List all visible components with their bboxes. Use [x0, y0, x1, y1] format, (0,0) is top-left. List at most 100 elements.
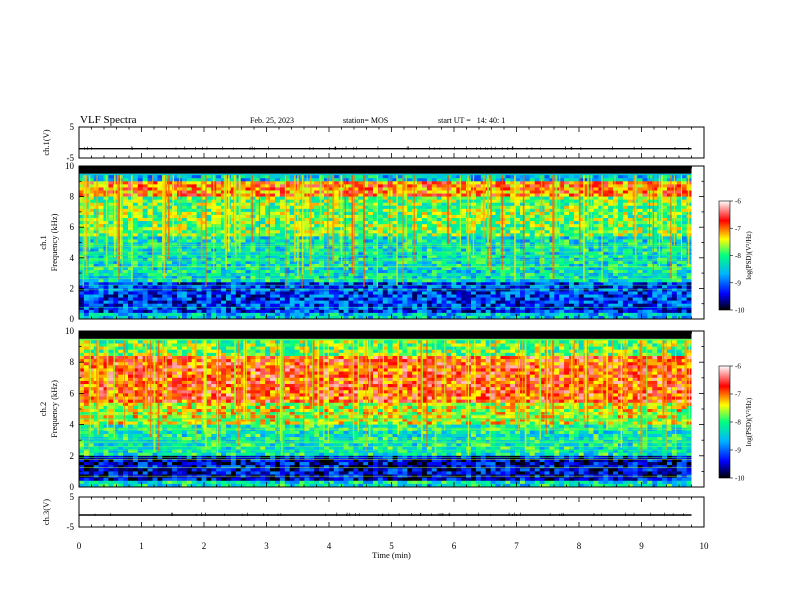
spectrogram-cell	[240, 214, 246, 219]
spectrogram-cell	[573, 282, 580, 286]
spectrogram-cell	[348, 208, 354, 213]
spectrogram-cell	[196, 224, 202, 228]
spectrogram-cells	[79, 175, 692, 320]
spectrogram-cell	[524, 254, 531, 259]
spectrogram-cell	[441, 181, 447, 185]
spectrogram-cell	[328, 300, 335, 304]
spectrogram-cell	[554, 251, 560, 256]
spectrogram-cell	[324, 315, 330, 320]
spectrogram-cell	[559, 224, 565, 228]
spectrogram-cell	[441, 221, 447, 225]
spectrogram-cell	[88, 178, 94, 182]
spectrogram-cell	[382, 254, 388, 259]
spectrogram-cell	[549, 221, 555, 225]
spectrogram-cell	[490, 312, 496, 317]
spectrogram-cell	[152, 190, 158, 194]
spectrogram-cell	[132, 300, 139, 304]
spectrogram-cell	[113, 291, 119, 295]
spectrogram-cell	[181, 285, 188, 289]
spectrogram-cell	[240, 181, 246, 185]
spectrogram-cell	[83, 306, 90, 311]
spectrogram-cell	[485, 276, 491, 280]
spectrogram-cell	[328, 184, 335, 188]
spectrogram-cell	[240, 196, 246, 200]
spectrogram-cell	[573, 263, 580, 268]
spectrogram-cell	[353, 211, 359, 216]
spectrogram-cell	[319, 193, 325, 197]
spectrogram-cell	[573, 297, 580, 301]
spectrogram-cell	[534, 175, 540, 179]
spectrogram-cell	[98, 306, 104, 311]
spectrogram-cell	[446, 276, 452, 280]
spectrogram-cell	[79, 214, 85, 219]
spectrogram-cell	[250, 257, 256, 262]
spectrogram-cell	[201, 233, 207, 237]
spectrogram-cell	[147, 227, 153, 231]
spectrogram-cell	[123, 211, 129, 216]
spectrogram-cell	[132, 276, 139, 280]
spectrogram-cell	[250, 196, 256, 200]
spectrogram-cell	[245, 224, 251, 228]
spectrogram-cell	[147, 266, 153, 271]
spectrogram-cell	[245, 297, 251, 301]
spectrogram-cell	[328, 178, 335, 182]
spectrogram-cell	[431, 199, 437, 204]
spectrogram-cell	[480, 285, 486, 289]
spectrogram-cell	[368, 248, 374, 252]
spectrogram-cell	[446, 279, 452, 283]
spectrogram-cell	[475, 245, 482, 249]
spectrogram-cell	[559, 276, 565, 280]
spectrogram-cell	[471, 303, 477, 308]
spectrogram-cell	[510, 294, 516, 298]
spectrogram-cell	[108, 263, 114, 268]
spectrogram-cell	[324, 279, 330, 283]
spectrogram-cell	[83, 300, 90, 304]
spectrogram-cell	[387, 199, 393, 204]
spectrogram-cell	[456, 263, 462, 268]
spectrogram-cell	[309, 202, 315, 207]
spectrogram-cell	[304, 282, 310, 286]
spectrogram-cell	[417, 193, 423, 197]
spectrogram-cell	[240, 257, 246, 262]
spectrogram-cell	[142, 193, 148, 197]
spectrogram-cell	[93, 282, 99, 286]
spectrogram-cell	[426, 248, 433, 252]
spectrogram-cell	[333, 190, 339, 194]
spectrogram-cell	[338, 279, 344, 283]
spectrogram-cell	[446, 214, 452, 219]
spectrogram-cell	[304, 276, 310, 280]
spectrogram-cell	[142, 178, 148, 182]
spectrogram-cell	[216, 276, 222, 280]
spectrogram-cell	[451, 218, 457, 222]
spectrogram-cell	[368, 221, 374, 225]
spectrogram-cell	[397, 227, 403, 231]
spectrogram-cell	[152, 199, 158, 204]
spectrogram-cell	[93, 270, 99, 274]
spectrogram-cell	[544, 266, 550, 271]
spectrogram-cell	[554, 312, 560, 317]
spectrogram-cell	[147, 205, 153, 210]
spectrogram-cell	[475, 202, 482, 207]
spectrogram-cell	[108, 254, 114, 259]
spectrogram-cell	[270, 279, 276, 283]
spectrogram-cell	[441, 312, 447, 317]
spectrogram-cell	[132, 279, 139, 283]
spectrogram-cell	[216, 254, 222, 259]
spectrogram-cell	[132, 263, 139, 268]
spectrogram-cell	[368, 239, 374, 243]
spectrogram-cell	[529, 205, 535, 210]
spectrogram-cell	[172, 233, 178, 237]
spectrogram-cell	[397, 276, 403, 280]
spectrogram-cell	[79, 230, 85, 234]
spectrogram-cell	[191, 291, 197, 295]
spectrogram-cell	[480, 297, 486, 301]
spectrogram-cell	[206, 260, 212, 265]
spectrogram-cell	[142, 230, 148, 234]
spectrogram-cell	[181, 221, 188, 225]
spectrogram-cell	[186, 175, 192, 179]
spectrogram-cell	[328, 199, 335, 204]
spectrogram-cell	[436, 211, 442, 216]
spectrogram-cell	[279, 221, 286, 225]
spectrogram-cell	[186, 285, 192, 289]
spectrogram-cell	[373, 218, 379, 222]
